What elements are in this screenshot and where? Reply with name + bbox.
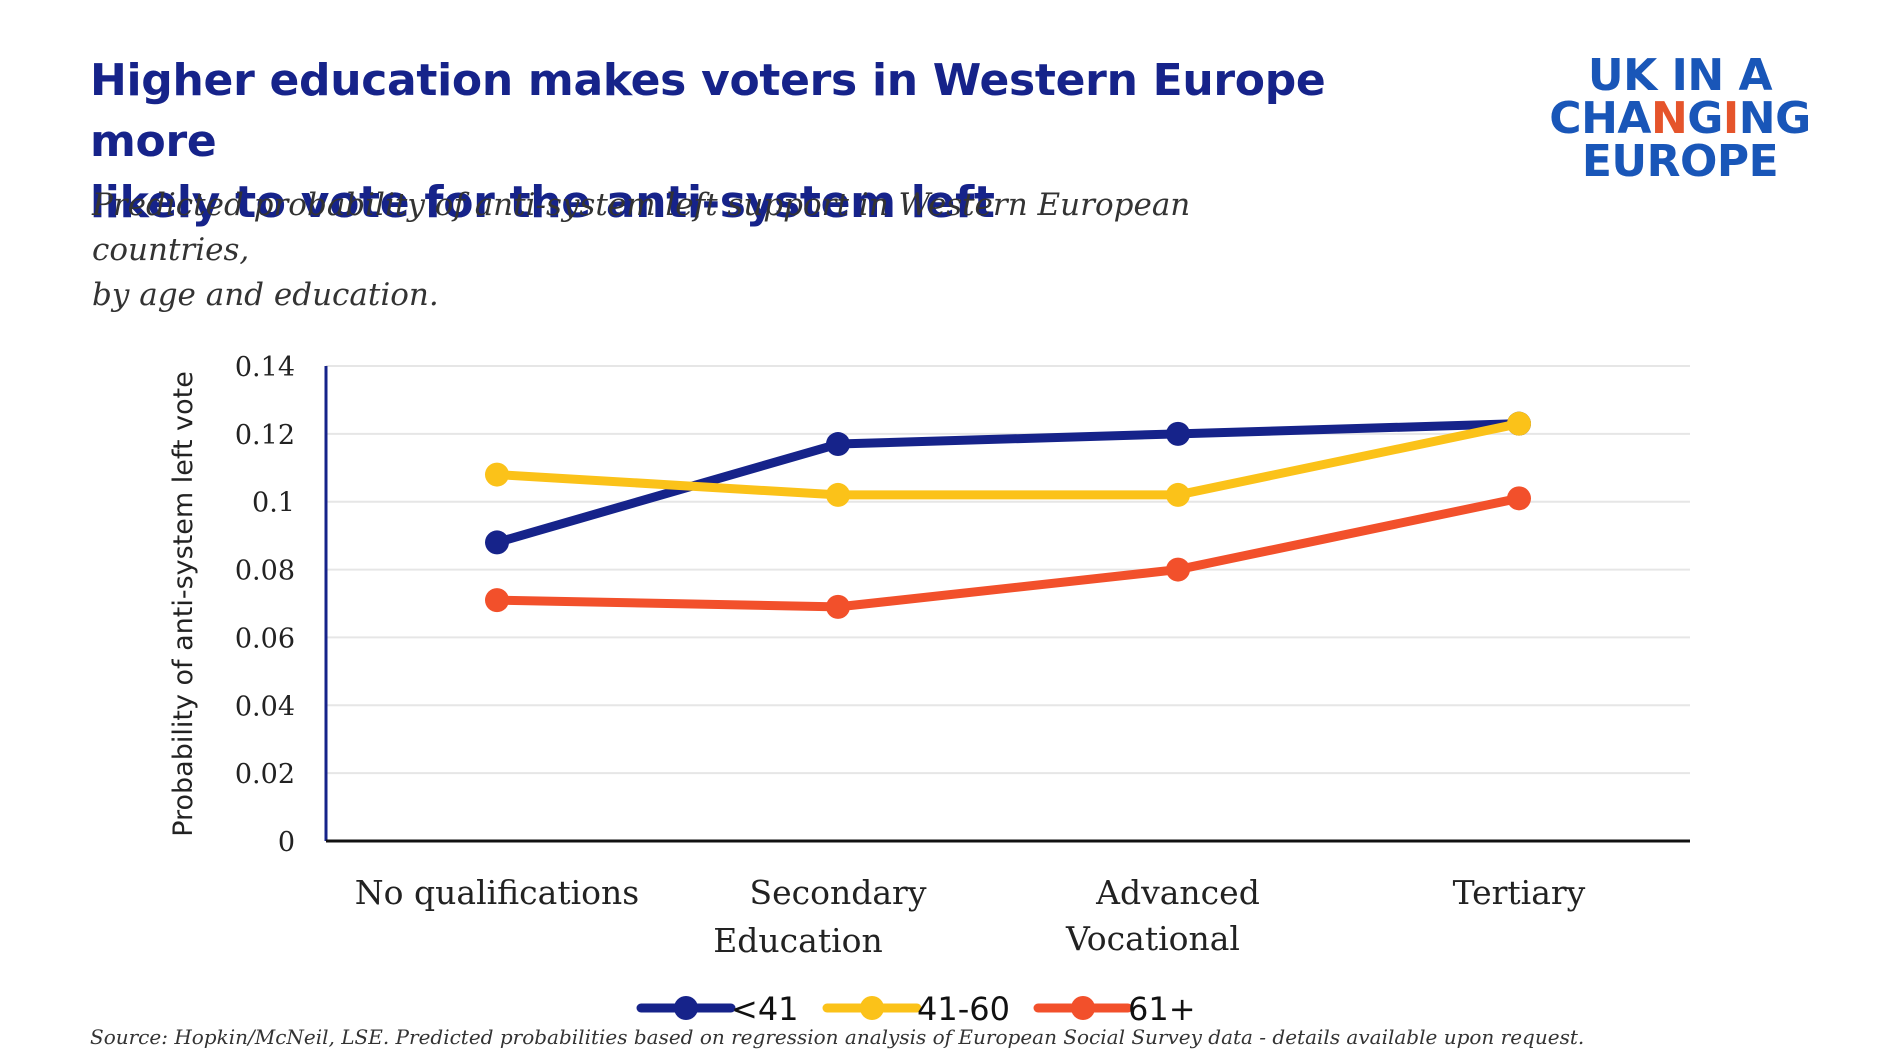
data-point xyxy=(1507,486,1531,511)
legend-label: <41 xyxy=(731,990,799,1028)
chart-title-line-2: likely to vote for the anti-system left xyxy=(90,177,995,228)
data-point xyxy=(826,594,850,619)
logo-letter: N xyxy=(1650,93,1688,144)
source-note: Source: Hopkin/McNeil, LSE. Predicted pr… xyxy=(90,1025,1585,1049)
x-tick-label: Tertiary xyxy=(1453,873,1586,912)
y-tick-label: 0.04 xyxy=(235,691,295,722)
data-point xyxy=(1507,411,1531,436)
data-point xyxy=(1166,421,1190,446)
uk-in-a-changing-europe-logo: UK IN A CHANGING EUROPE xyxy=(1540,50,1820,187)
series-line xyxy=(492,419,1524,500)
logo-line-3: EUROPE xyxy=(1581,136,1779,187)
chart-subtitle-line-2: by age and education. xyxy=(92,277,439,313)
logo-letter: G xyxy=(1775,93,1811,144)
legend-swatch-marker xyxy=(1071,996,1095,1020)
logo-letter: H xyxy=(1581,93,1618,144)
x-tick-label: Education xyxy=(713,921,883,960)
chart-subtitle: Predicted probability of anti-system lef… xyxy=(92,183,1332,318)
y-tick-label: 0.02 xyxy=(235,759,295,790)
chart-title-line-1: Higher education makes voters in Western… xyxy=(90,55,1326,167)
series-line xyxy=(492,493,1524,612)
logo-line-2: CHANGING xyxy=(1540,97,1820,141)
legend-swatch-marker xyxy=(860,996,884,1020)
y-tick-label: 0.1 xyxy=(252,488,295,519)
logo-line-1: UK IN A xyxy=(1587,50,1773,101)
y-tick-label: 0.12 xyxy=(235,420,295,451)
legend: <41 41-60 61+ xyxy=(636,990,1196,1028)
logo-letter: G xyxy=(1687,93,1723,144)
chart-title: Higher education makes voters in Western… xyxy=(90,50,1390,233)
legend-label: 61+ xyxy=(1128,990,1196,1028)
y-tick-labels: 0 0.02 0.04 0.06 0.08 0.1 0.12 0.14 xyxy=(235,352,295,858)
y-tick-label: 0.14 xyxy=(235,352,295,383)
logo-letter: N xyxy=(1738,93,1776,144)
data-point xyxy=(1166,557,1190,582)
legend-swatch-marker xyxy=(674,996,698,1020)
data-point xyxy=(826,432,850,457)
x-tick-label: No qualifications xyxy=(355,873,639,912)
y-tick-label: 0 xyxy=(278,827,295,858)
axes xyxy=(324,366,1690,843)
data-point xyxy=(826,482,850,507)
legend-label: 41-60 xyxy=(917,990,1010,1028)
data-point xyxy=(485,588,509,613)
x-tick-label: Secondary xyxy=(750,873,927,912)
logo-letter: A xyxy=(1617,93,1651,144)
x-tick-label: Advanced xyxy=(1095,873,1260,912)
data-point xyxy=(485,462,509,487)
y-tick-label: 0.08 xyxy=(235,556,295,587)
y-tick-label: 0.06 xyxy=(235,623,295,654)
chart-subtitle-line-1: Predicted probability of anti-system lef… xyxy=(92,187,1191,268)
series-line xyxy=(492,419,1524,547)
data-point xyxy=(485,530,509,555)
x-tick-label: Vocational xyxy=(1065,919,1240,958)
data-point xyxy=(1166,482,1190,507)
y-axis-label: Probability of anti-system left vote xyxy=(168,371,199,837)
logo-letter: I xyxy=(1722,93,1739,144)
data-series xyxy=(485,411,1531,619)
gridlines xyxy=(326,365,1690,775)
x-tick-labels: No qualifications Secondary Education Advan… xyxy=(355,873,1586,960)
logo-letter: C xyxy=(1549,93,1582,144)
